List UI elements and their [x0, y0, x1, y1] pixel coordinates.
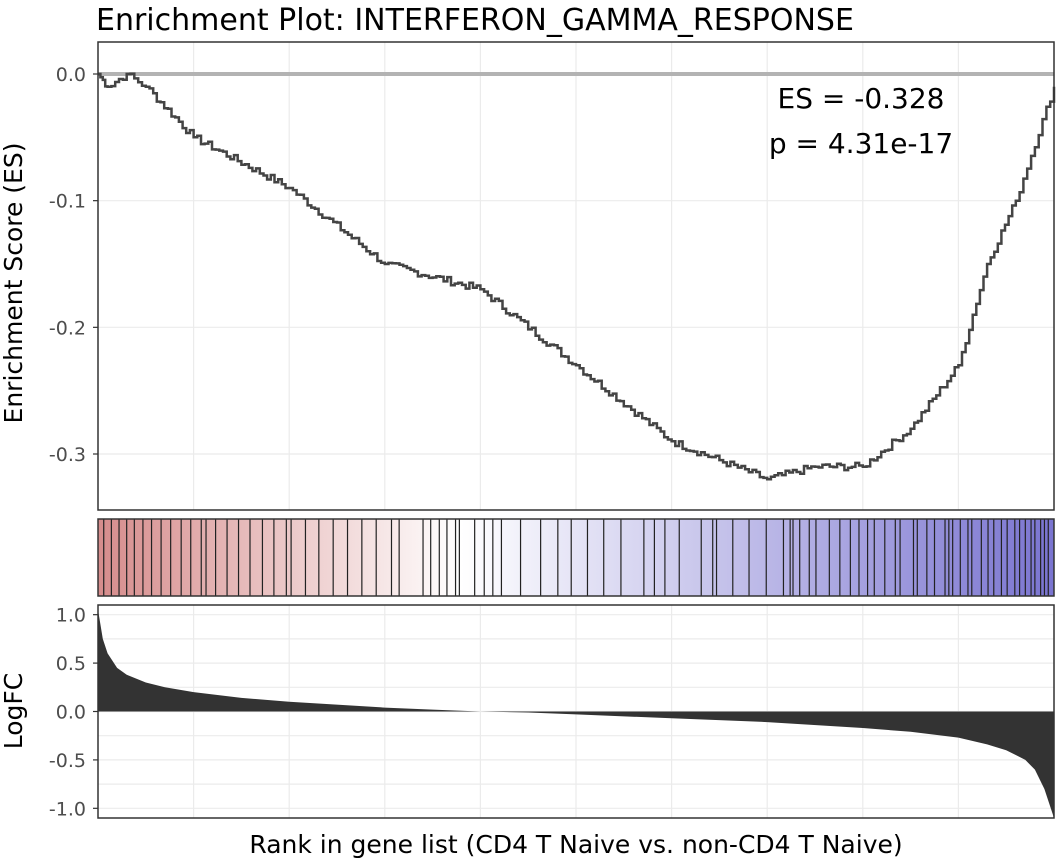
rank-y-axis-label: LogFC: [0, 673, 28, 750]
rank-tick-label: 0.0: [56, 702, 86, 724]
rank-tick-label: 1.0: [56, 605, 86, 627]
rank-y-ticks: 1.0 0.5 0.0 -0.5 -1.0: [49, 605, 98, 820]
x-axis-label: Rank in gene list (CD4 T Naive vs. non-C…: [249, 830, 902, 859]
rank-tick-label: -1.0: [49, 798, 86, 820]
es-y-ticks: 0.0 -0.1 -0.2 -0.3: [49, 64, 98, 466]
es-tick-label: -0.2: [49, 317, 86, 339]
es-y-axis-label: Enrichment Score (ES): [0, 143, 28, 424]
es-curve: [98, 72, 1056, 481]
rank-area: [98, 609, 1054, 818]
rank-tick-label: 0.5: [56, 653, 86, 675]
rank-tick-label: -0.5: [49, 750, 86, 772]
hits-panel-border: [97, 518, 1055, 597]
hits-panel: [97, 518, 1055, 597]
chart-title: Enrichment Plot: INTERFERON_GAMMA_RESPON…: [96, 3, 854, 38]
pvalue-annotation: p = 4.31e-17: [769, 127, 953, 160]
rank-panel: 1.0 0.5 0.0 -0.5 -1.0: [49, 604, 1055, 820]
hits-gradient-bar: [98, 519, 1054, 596]
es-tick-label: -0.3: [49, 444, 86, 466]
hit-lines: [103, 519, 1049, 596]
es-panel-border: [97, 41, 1055, 511]
es-panel: 0.0 -0.1 -0.2 -0.3 ES = -0.328 p = 4.31e-17: [49, 41, 1056, 511]
es-annotation: ES = -0.328: [778, 82, 945, 115]
es-tick-label: -0.1: [49, 191, 86, 213]
es-tick-label: 0.0: [56, 64, 86, 86]
